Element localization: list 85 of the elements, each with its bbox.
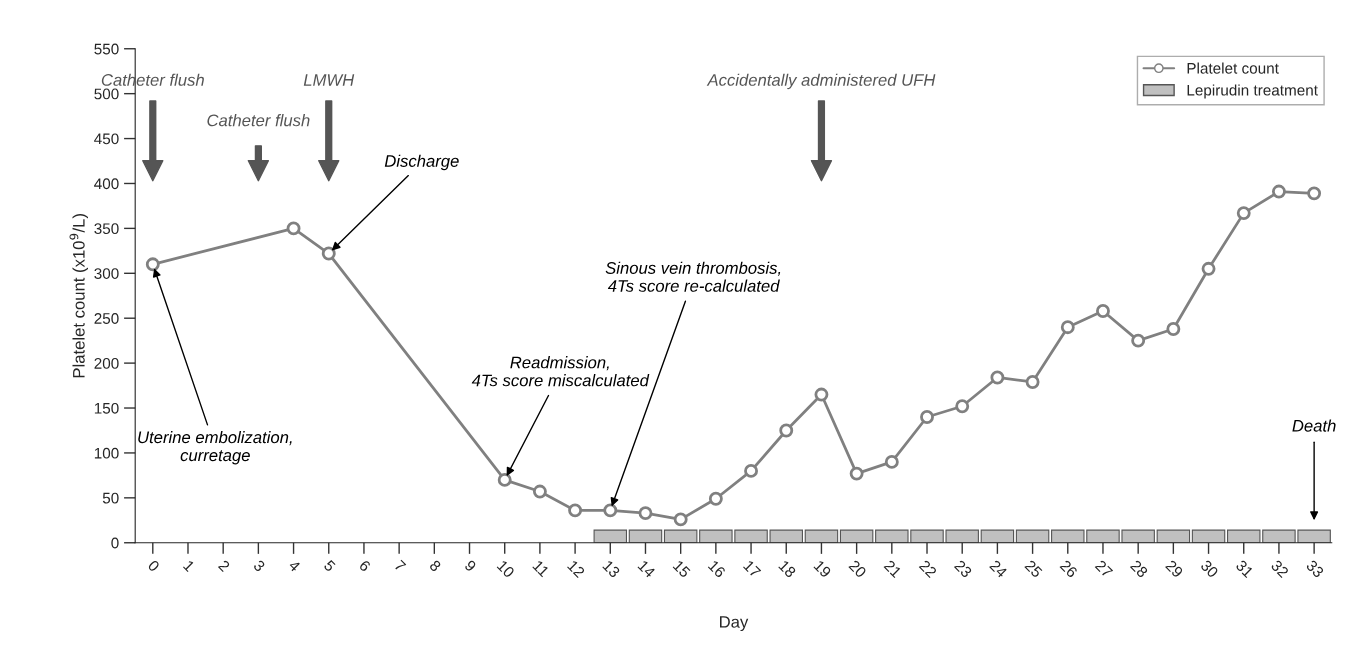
point [708,491,723,506]
x-tick-label: 0 [147,559,161,573]
point [1166,322,1181,336]
y-tick-label: 400 [94,178,119,190]
x-tick-label: 14 [637,559,656,579]
annotation: Uterine embolization, curretage [138,430,292,465]
x-tick-label: 7 [393,559,407,573]
x-axis-title: Day [720,616,749,632]
x-tick-label: 18 [778,559,797,579]
point [849,466,864,481]
y-tick-label: 350 [94,223,119,235]
point [532,484,547,499]
annotation: Readmission, 4Ts score miscalculated [471,356,650,387]
point [1201,261,1216,276]
annotation: Catheter flush [207,114,310,127]
y-tick-label: 150 [94,402,119,414]
y-tick-label: 450 [94,133,119,145]
x-tick-label: 20 [848,559,867,579]
y-tick-label: 500 [94,88,119,100]
y-tick-label: 200 [94,357,119,369]
point [779,423,794,438]
x-tick-label: 19 [813,559,832,579]
point [814,387,829,402]
legend-label: Lepirudin treatment [1187,84,1318,99]
legend-label: Platelet count [1187,62,1279,74]
x-tick-label: 3 [252,559,266,573]
x-tick-label: 29 [1164,559,1184,579]
x-tick-label: 15 [672,559,691,579]
point [568,503,583,518]
x-tick-label: 28 [1129,559,1149,579]
point [744,463,758,478]
point [145,257,160,272]
x-tick-label: 23 [953,559,973,579]
point [673,512,688,527]
y-tick-label: 550 [94,43,119,55]
x-tick-label: 16 [707,559,727,579]
x-tick-label: 5 [323,559,336,573]
point [884,454,899,469]
point [497,472,512,487]
point [603,503,618,518]
point [638,506,653,521]
x-tick-label: 22 [918,559,938,579]
point [1025,375,1040,389]
x-tick-label: 32 [1270,559,1290,579]
x-tick-label: 6 [358,559,372,573]
x-tick-label: 33 [1305,559,1325,579]
annotation: LMWH [303,74,355,86]
point [990,370,1005,385]
annotation: Accidentally administered UFH [706,73,936,90]
point [1236,206,1251,221]
point [955,399,970,414]
annotation: Discharge [384,154,459,171]
x-tick-label: 9 [464,559,477,573]
point [286,221,301,236]
x-tick-label: 12 [567,559,586,579]
x-tick-label: 25 [1024,559,1043,579]
x-tick-label: 10 [496,559,516,579]
point [1096,304,1110,318]
x-tick-label: 4 [288,559,301,573]
annotation: Sinous vein thrombosis, 4Ts score re-calculated [605,261,781,292]
point [321,246,336,261]
point [920,410,934,424]
x-tick-label: 30 [1200,559,1219,579]
annotation: Death [1292,419,1336,432]
x-tick-label: 31 [1235,559,1254,579]
x-tick-label: 11 [532,559,550,578]
y-tick-label: 100 [94,447,119,459]
y-tick-label: 0 [111,537,119,549]
x-tick-label: 1 [183,559,196,573]
x-tick-label: 13 [602,559,621,579]
x-tick-label: 26 [1059,559,1079,579]
y-tick-label: 50 [102,492,119,504]
x-tick-label: 8 [428,559,442,573]
x-tick-label: 21 [883,559,903,579]
x-tick-label: 17 [743,559,762,579]
point [1060,320,1075,335]
point [1271,184,1286,199]
point [1131,333,1146,348]
x-tick-label: 24 [989,559,1008,579]
x-tick-label: 2 [217,559,231,573]
point [1307,186,1322,201]
y-tick-label: 300 [94,268,119,279]
x-tick-label: 27 [1094,559,1114,579]
y-axis-title: Platelet count (x10$^{9}$/L) [69,214,89,378]
y-tick-label: 250 [94,313,119,324]
